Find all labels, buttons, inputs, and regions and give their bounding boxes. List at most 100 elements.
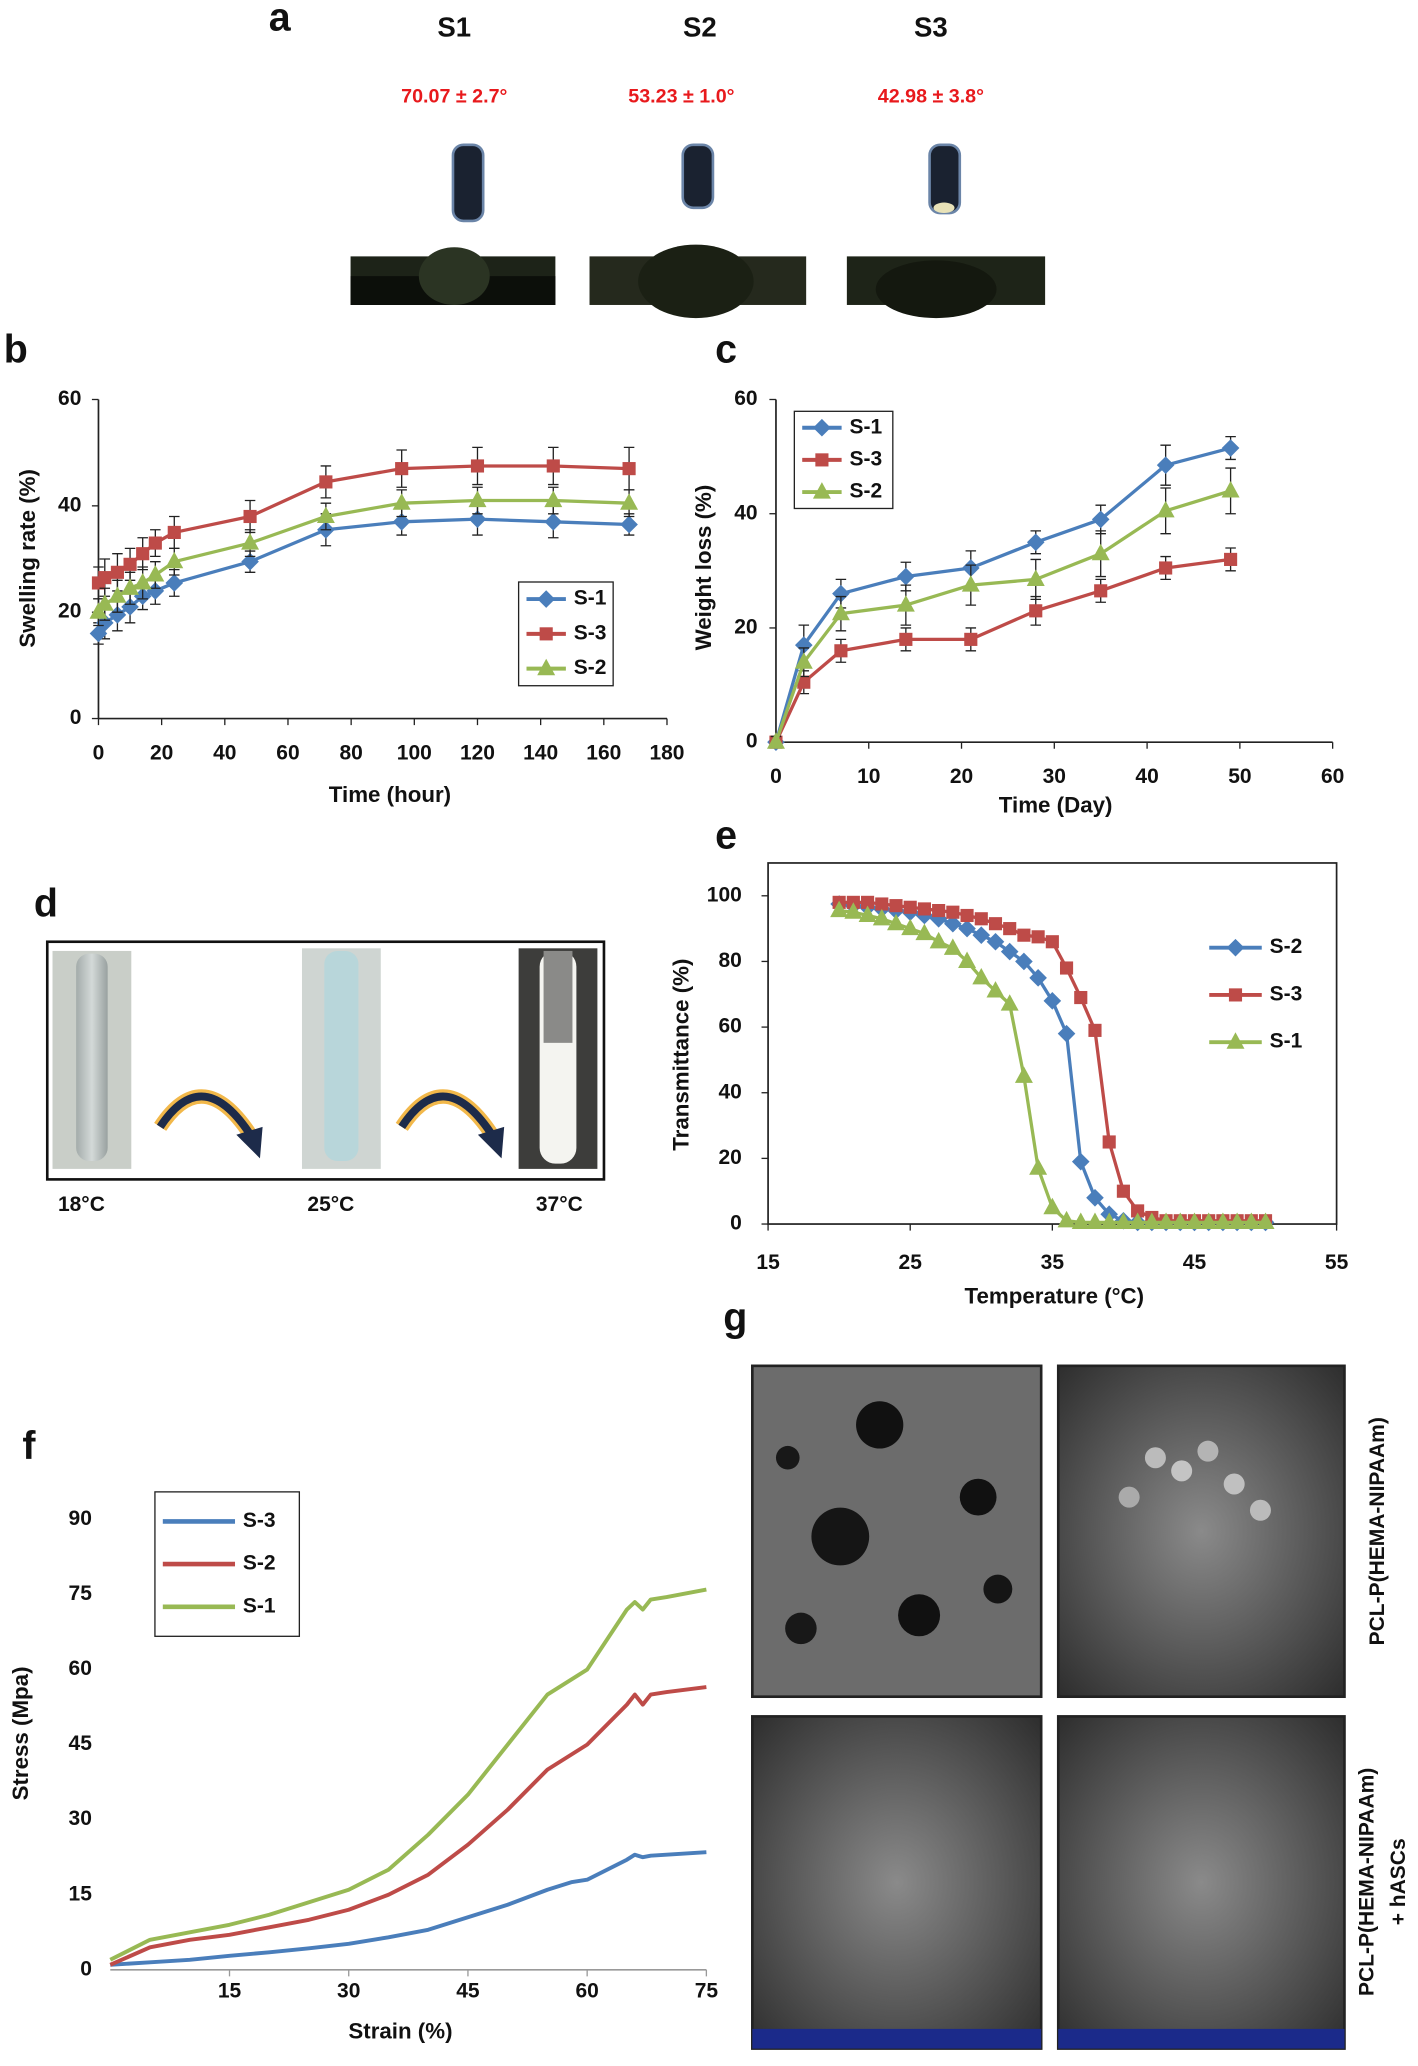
x-tick-label: 45 (456, 1980, 480, 2003)
x-tick-label: 80 (339, 742, 362, 765)
row-label: PCL-P(HEMA-NIPAAm) (1366, 1417, 1389, 1645)
y-tick-label: 45 (69, 1732, 93, 1755)
data-point (319, 475, 333, 489)
temperature-label: 25°C (307, 1193, 354, 1216)
legend-marker (1226, 1032, 1245, 1049)
data-point (961, 575, 980, 592)
contact-angle: 70.07 ± 2.7° (401, 86, 507, 108)
y-tick-label: 20 (58, 600, 81, 623)
y-axis-label: Stress (Mpa) (8, 1667, 33, 1801)
data-point (1171, 1212, 1190, 1229)
y-tick-label: 0 (70, 706, 82, 729)
y-axis-label: Swelling rate (%) (15, 469, 40, 648)
data-point (98, 571, 112, 585)
series-line (109, 1587, 707, 1962)
data-point (1043, 992, 1062, 1010)
y-tick-label: 30 (69, 1807, 92, 1830)
data-point (1221, 439, 1240, 457)
legend-label: S-2 (1270, 935, 1303, 958)
data-point (1017, 928, 1031, 942)
data-point (123, 557, 137, 571)
data-point (243, 509, 257, 524)
data-point (165, 574, 184, 592)
data-point (875, 897, 889, 911)
sem-images (751, 1364, 1346, 2050)
data-point (1114, 1212, 1133, 1229)
x-tick-label: 40 (1135, 765, 1158, 788)
y-tick-label: 100 (707, 883, 742, 906)
data-point (1091, 543, 1110, 561)
y-tick-label: 0 (746, 730, 758, 753)
legend-marker (537, 590, 555, 608)
data-point (903, 900, 917, 914)
legend-label: S-3 (243, 1509, 276, 1532)
series-line (838, 902, 1266, 1225)
panel-label: g (723, 1295, 747, 1339)
legend-marker (815, 453, 829, 467)
x-axis-label: Temperature (°C) (965, 1283, 1145, 1308)
y-tick-label: 0 (80, 1957, 92, 1980)
data-point (844, 902, 863, 919)
data-point (872, 908, 891, 926)
data-point (546, 459, 560, 473)
data-point (915, 923, 934, 941)
sample-name: S1 (437, 12, 471, 43)
data-point (1043, 1197, 1062, 1215)
legend-label: S-3 (1270, 982, 1303, 1005)
legend-marker (812, 482, 831, 499)
series-line (838, 908, 1266, 1225)
temperature-label: 37°C (536, 1193, 583, 1216)
x-tick-label: 60 (1321, 765, 1344, 788)
x-axis-label: Time (hour) (329, 782, 451, 807)
x-tick-label: 40 (213, 742, 236, 765)
data-point (241, 552, 259, 571)
data-point (1086, 1188, 1104, 1207)
series-line (839, 900, 1266, 1223)
x-tick-label: 0 (93, 742, 105, 765)
legend-label: S-1 (849, 415, 882, 438)
x-tick-label: 60 (575, 1980, 598, 2003)
sample-name: S3 (914, 12, 948, 43)
x-tick-label: 100 (397, 742, 432, 765)
data-point (988, 917, 1003, 931)
data-point (1000, 942, 1019, 961)
data-point (1100, 1212, 1119, 1229)
data-point (1057, 1210, 1076, 1228)
data-point (944, 914, 962, 933)
x-tick-label: 120 (460, 742, 495, 765)
data-point (1242, 1212, 1261, 1229)
data-point (108, 586, 127, 603)
legend-label: S-3 (849, 447, 882, 470)
data-point (392, 493, 411, 510)
data-point (917, 902, 931, 916)
data-point (887, 913, 905, 931)
data-point (1128, 1212, 1147, 1229)
x-tick-label: 20 (150, 742, 173, 765)
x-tick-label: 45 (1183, 1251, 1207, 1274)
data-point (1029, 969, 1047, 987)
data-point (1074, 990, 1088, 1005)
y-axis-label: Weight loss (%) (691, 485, 716, 651)
data-point (986, 981, 1005, 998)
data-point (834, 644, 848, 658)
data-point (794, 652, 813, 669)
data-point (964, 632, 978, 646)
legend-marker (813, 418, 831, 437)
x-axis-label: Time (Day) (999, 792, 1113, 817)
chart: f 0 15 30 45 60 75 90 15 30 45 60 75 Strain (%) Stress… (8, 1424, 718, 2044)
data-point (1003, 922, 1017, 936)
data-point (468, 490, 487, 508)
y-tick-label: 20 (718, 1146, 741, 1169)
data-point (974, 912, 988, 926)
y-tick-label: 60 (58, 387, 81, 410)
x-tick-label: 55 (1325, 1251, 1349, 1274)
data-point (1029, 1158, 1048, 1175)
data-point (1185, 1212, 1204, 1229)
chart: e 0 20 40 60 80 100 15 25 35 45 55 Temperature (°C) T… (669, 813, 1349, 1308)
legend-label: S-3 (574, 621, 607, 644)
data-point (1156, 500, 1175, 518)
legend-label: S-2 (849, 480, 882, 503)
data-point (958, 951, 977, 969)
x-tick-label: 25 (899, 1251, 923, 1274)
